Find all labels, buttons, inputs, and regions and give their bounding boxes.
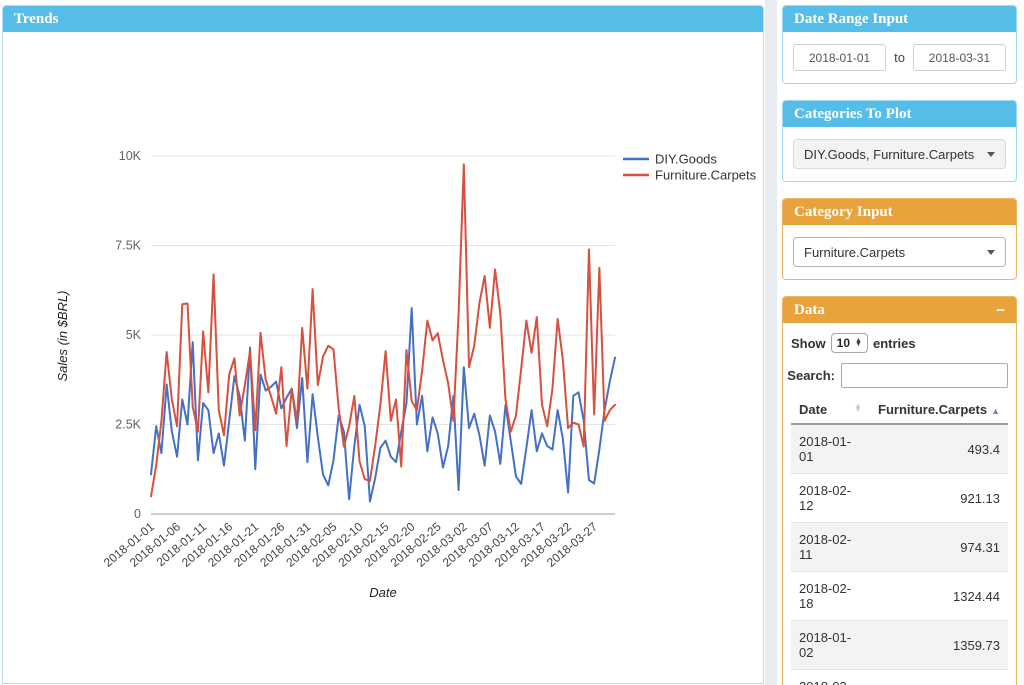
date-range-header: Date Range Input: [783, 6, 1016, 32]
cell-date: 2018-02-11: [791, 522, 870, 572]
date-range-title: Date Range Input: [794, 11, 909, 27]
svg-text:10K: 10K: [119, 149, 142, 163]
sidebar: Date Range Input to Categories To Plot D…: [777, 0, 1024, 685]
search-input[interactable]: [841, 363, 1008, 388]
data-table-body: 2018-01-01 493.4 2018-02-12 921.13 2018-02-1…: [791, 424, 1008, 685]
category-input-body: Furniture.Carpets: [783, 225, 1016, 279]
table-row[interactable]: 2018-02-18 1324.44: [791, 571, 1008, 621]
svg-text:Sales (in $BRL): Sales (in $BRL): [55, 290, 70, 381]
page-size-select[interactable]: 10 ▲ ▼: [830, 333, 868, 353]
table-row[interactable]: 2018-01-02 1359.73: [791, 620, 1008, 670]
cell-date: 2018-02-12: [791, 473, 870, 523]
cell-date: 2018-01-02: [791, 620, 870, 670]
data-header: Data −: [783, 297, 1016, 323]
show-label: Show: [791, 335, 826, 351]
page-size-value: 10: [836, 336, 851, 350]
main-column: Trends 0 2.5K 5K 7.5K 10K 2018-01-01 2018-01-0…: [2, 5, 764, 684]
cell-value: 493.4: [967, 441, 1000, 457]
chevron-down-icon: [987, 151, 995, 157]
cell-date: 2018-01-01: [799, 434, 852, 464]
trends-panel-header: Trends: [3, 6, 763, 32]
table-row[interactable]: 2018-02-12 921.13: [791, 473, 1008, 523]
categories-to-plot-body: DIY.Goods, Furniture.Carpets: [783, 127, 1016, 181]
category-input-header: Category Input: [783, 199, 1016, 225]
chevron-down-icon: [987, 249, 995, 255]
trends-title: Trends: [14, 11, 59, 27]
data-table: Date ▲ ▼ Furniture.Carpets ▲ 2018-01-01 493…: [791, 396, 1008, 685]
date-start-input[interactable]: [793, 44, 887, 71]
data-title: Data: [794, 302, 825, 318]
search-label: Search:: [787, 368, 835, 383]
data-body: Show 10 ▲ ▼ entries Search: Dat: [783, 323, 1016, 685]
entries-label: entries: [872, 335, 916, 351]
cell-value: 1324.44: [870, 571, 1008, 621]
table-row[interactable]: 2018-01-01 493.4: [791, 424, 1008, 474]
cell-value: 921.13: [870, 473, 1008, 523]
date-range-body: to: [783, 32, 1016, 83]
table-search-control: Search:: [787, 363, 1008, 388]
cell-date: 2018-02-10: [791, 669, 870, 685]
categories-dropdown[interactable]: DIY.Goods, Furniture.Carpets: [793, 139, 1006, 169]
cell-value: 1469.22: [870, 669, 1008, 685]
category-input-box: Category Input Furniture.Carpets: [782, 198, 1017, 280]
sort-both-icon: ▲ ▼: [854, 401, 862, 414]
svg-text:5K: 5K: [126, 328, 142, 342]
column-header-date[interactable]: Date ▲ ▼: [791, 396, 870, 425]
category-dropdown-value: Furniture.Carpets: [804, 244, 906, 260]
cell-date: 2018-02-18: [791, 571, 870, 621]
stepper-icon: ▲ ▼: [855, 337, 862, 348]
svg-text:7.5K: 7.5K: [115, 239, 141, 253]
svg-text:DIY.Goods: DIY.Goods: [655, 152, 717, 167]
svg-text:2.5K: 2.5K: [115, 418, 141, 432]
category-dropdown[interactable]: Furniture.Carpets: [793, 237, 1006, 267]
trends-panel: Trends 0 2.5K 5K 7.5K 10K 2018-01-01 2018-01-0…: [2, 5, 764, 684]
date-range-separator: to: [894, 50, 905, 65]
svg-text:0: 0: [134, 507, 141, 521]
table-length-control: Show 10 ▲ ▼ entries: [791, 333, 1008, 353]
collapse-icon[interactable]: −: [996, 301, 1005, 319]
cell-value: 974.31: [870, 522, 1008, 572]
table-row[interactable]: 2018-02-11 974.31: [791, 522, 1008, 572]
svg-text:Furniture.Carpets: Furniture.Carpets: [655, 168, 757, 183]
date-end-input[interactable]: [912, 44, 1006, 71]
data-box: Data − Show 10 ▲ ▼ entries Search:: [782, 296, 1017, 685]
trends-line-chart[interactable]: 02.5K5K7.5K10K2018-01-012018-01-062018-0…: [3, 6, 763, 656]
date-range-box: Date Range Input to: [782, 5, 1017, 84]
column-header-furniture-carpets[interactable]: Furniture.Carpets ▲: [870, 396, 1008, 425]
sort-ascending-icon: ▲: [991, 406, 1000, 416]
svg-text:Date: Date: [369, 585, 396, 600]
categories-to-plot-box: Categories To Plot DIY.Goods, Furniture.…: [782, 100, 1017, 182]
categories-dropdown-value: DIY.Goods, Furniture.Carpets: [804, 146, 975, 162]
table-row[interactable]: 2018-02-101469.22: [791, 669, 1008, 685]
category-input-title: Category Input: [794, 204, 893, 220]
cell-value: 1359.73: [870, 620, 1008, 670]
panel-gutter: [765, 0, 777, 685]
categories-to-plot-title: Categories To Plot: [794, 106, 912, 122]
categories-to-plot-header: Categories To Plot: [783, 101, 1016, 127]
